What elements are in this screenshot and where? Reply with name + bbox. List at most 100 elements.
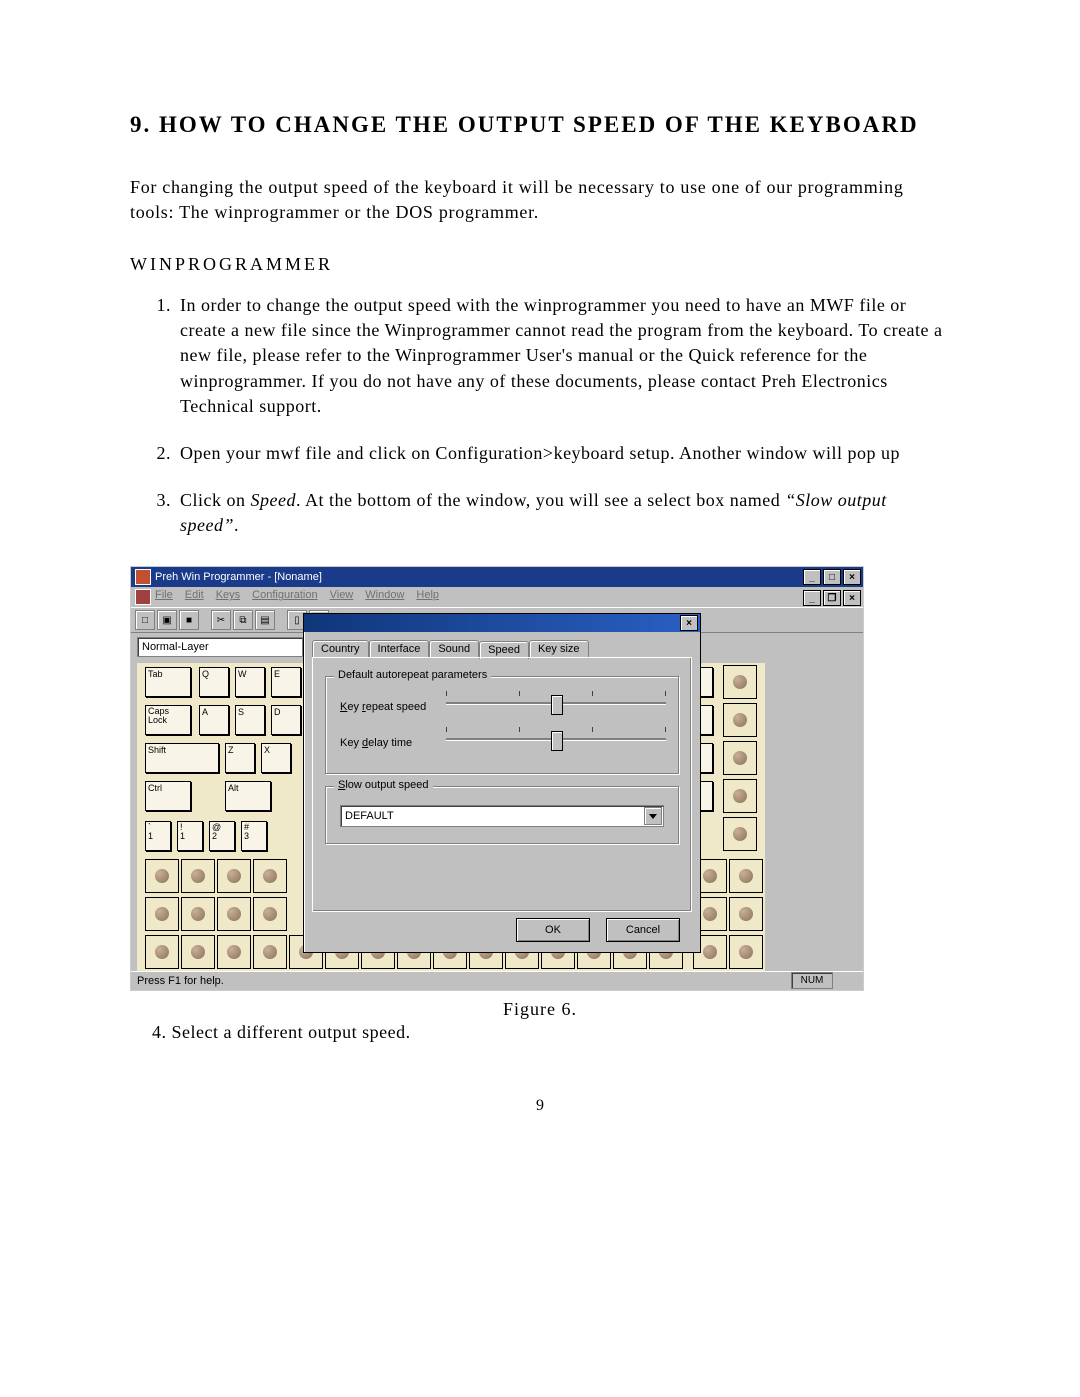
key-w[interactable]: W: [235, 667, 265, 697]
key-tab[interactable]: Tab: [145, 667, 191, 697]
speed-dialog: × Country Interface Sound Speed Key size…: [303, 613, 701, 953]
round-key[interactable]: [145, 897, 179, 931]
outer-titlebar: Preh Win Programmer - [Noname]: [131, 567, 863, 587]
dialog-close-button[interactable]: ×: [680, 615, 698, 631]
menu-file[interactable]: File: [155, 589, 173, 605]
app-icon: [135, 569, 151, 585]
round-key[interactable]: [723, 703, 757, 737]
status-num-pane: NUM: [791, 972, 833, 989]
key-q[interactable]: Q: [199, 667, 229, 697]
round-key[interactable]: [729, 897, 763, 931]
key-x[interactable]: X: [261, 743, 291, 773]
key-capslock[interactable]: CapsLock: [145, 705, 191, 735]
maximize-button[interactable]: □: [823, 569, 841, 585]
menu-configuration[interactable]: Configuration: [252, 589, 317, 605]
tab-country[interactable]: Country: [312, 640, 369, 658]
round-key[interactable]: [729, 859, 763, 893]
key-d[interactable]: D: [271, 705, 301, 735]
figure-screenshot: Preh Win Programmer - [Noname] _ □ × Fil…: [130, 566, 864, 991]
document-page: 9. HOW TO CHANGE THE OUTPUT SPEED OF THE…: [0, 0, 1080, 1155]
label-repeat-speed: Key repeat speed: [340, 701, 426, 713]
toolbar-cut-icon[interactable]: ✂: [211, 610, 231, 630]
mdi-doc-icon: [135, 589, 151, 605]
toolbar-copy-icon[interactable]: ⧉: [233, 610, 253, 630]
steps-list: In order to change the output speed with…: [130, 293, 950, 539]
tab-interface[interactable]: Interface: [369, 640, 430, 658]
tab-sound[interactable]: Sound: [429, 640, 479, 658]
round-key[interactable]: [723, 665, 757, 699]
intro-paragraph: For changing the output speed of the key…: [130, 175, 950, 224]
mdi-close-button[interactable]: ×: [843, 590, 861, 606]
close-button[interactable]: ×: [843, 569, 861, 585]
chevron-down-icon[interactable]: [644, 807, 662, 825]
status-bar: Press F1 for help.: [131, 971, 863, 990]
group-autorepeat: Default autorepeat parameters Key repeat…: [325, 676, 679, 774]
group-slow-output: Slow output speed DEFAULT: [325, 786, 679, 844]
step-3-text-a: Click on: [180, 490, 251, 510]
menu-window[interactable]: Window: [365, 589, 404, 605]
round-key[interactable]: [723, 741, 757, 775]
mdi-minimize-button[interactable]: _: [803, 590, 821, 606]
round-key[interactable]: [723, 817, 757, 851]
step-3-speed: Speed: [251, 490, 296, 510]
toolbar-open-icon[interactable]: ▣: [157, 610, 177, 630]
outer-title-text: Preh Win Programmer - [Noname]: [155, 571, 322, 583]
step-4: 4. Select a different output speed.: [152, 1022, 950, 1043]
tab-keysize[interactable]: Key size: [529, 640, 589, 658]
slider-repeat-speed[interactable]: [446, 691, 666, 715]
round-key[interactable]: [217, 897, 251, 931]
key-num-1a[interactable]: `1: [145, 821, 171, 851]
menu-help[interactable]: Help: [416, 589, 439, 605]
round-key[interactable]: [217, 859, 251, 893]
key-num-1b[interactable]: !1: [177, 821, 203, 851]
slow-output-select[interactable]: DEFAULT: [340, 805, 664, 827]
round-key[interactable]: [181, 859, 215, 893]
round-key[interactable]: [729, 935, 763, 969]
dialog-titlebar: [304, 614, 700, 632]
tab-panel-speed: Default autorepeat parameters Key repeat…: [312, 657, 692, 912]
minimize-button[interactable]: _: [803, 569, 821, 585]
key-num-1c[interactable]: @2: [209, 821, 235, 851]
toolbar-save-icon[interactable]: ■: [179, 610, 199, 630]
section-heading: 9. HOW TO CHANGE THE OUTPUT SPEED OF THE…: [130, 108, 950, 141]
menu-bar: File Edit Keys Configuration View Window…: [155, 589, 791, 605]
group-slow-output-label: Slow output speed: [334, 779, 433, 791]
round-key[interactable]: [253, 897, 287, 931]
key-shift[interactable]: Shift: [145, 743, 219, 773]
toolbar-new-icon[interactable]: □: [135, 610, 155, 630]
status-text: Press F1 for help.: [137, 975, 224, 987]
mdi-restore-button[interactable]: ❐: [823, 590, 841, 606]
key-z[interactable]: Z: [225, 743, 255, 773]
slider-delay-time[interactable]: [446, 727, 666, 751]
ok-button[interactable]: OK: [516, 918, 590, 942]
round-key[interactable]: [253, 859, 287, 893]
slow-output-value: DEFAULT: [345, 810, 394, 822]
menu-edit[interactable]: Edit: [185, 589, 204, 605]
step-1: In order to change the output speed with…: [176, 293, 950, 419]
layer-select-value: Normal-Layer: [142, 641, 209, 653]
round-key[interactable]: [253, 935, 287, 969]
key-s[interactable]: S: [235, 705, 265, 735]
key-a[interactable]: A: [199, 705, 229, 735]
key-e[interactable]: E: [271, 667, 301, 697]
key-ctrl[interactable]: Ctrl: [145, 781, 191, 811]
key-alt[interactable]: Alt: [225, 781, 271, 811]
step-3-text-b: . At the bottom of the window, you will …: [296, 490, 785, 510]
key-num-1d[interactable]: #3: [241, 821, 267, 851]
toolbar-paste-icon[interactable]: ▤: [255, 610, 275, 630]
layer-select[interactable]: Normal-Layer: [137, 637, 303, 657]
step-2: Open your mwf file and click on Configur…: [176, 441, 950, 466]
step-3-text-c: .: [234, 515, 239, 535]
round-key[interactable]: [181, 897, 215, 931]
step-3: Click on Speed. At the bottom of the win…: [176, 488, 950, 538]
page-number: 9: [130, 1097, 950, 1115]
round-key[interactable]: [181, 935, 215, 969]
cancel-button[interactable]: Cancel: [606, 918, 680, 942]
menu-keys[interactable]: Keys: [216, 589, 240, 605]
menu-view[interactable]: View: [330, 589, 354, 605]
round-key[interactable]: [145, 935, 179, 969]
figure-caption: Figure 6.: [130, 999, 950, 1020]
round-key[interactable]: [217, 935, 251, 969]
round-key[interactable]: [723, 779, 757, 813]
round-key[interactable]: [145, 859, 179, 893]
